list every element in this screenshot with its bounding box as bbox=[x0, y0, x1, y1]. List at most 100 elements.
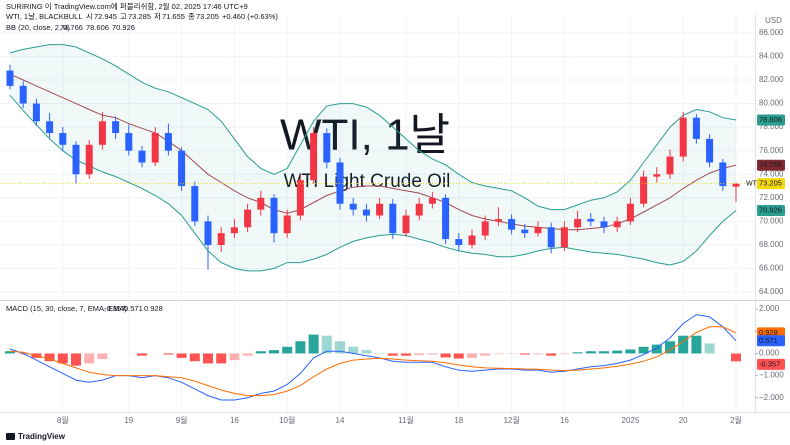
candle-body bbox=[98, 121, 106, 145]
histogram-bar bbox=[44, 353, 55, 362]
bb-lower bbox=[9, 94, 737, 272]
y-tick-label: 68.000 bbox=[759, 240, 784, 249]
candle-body bbox=[32, 103, 40, 122]
brand: TradingView bbox=[18, 432, 66, 441]
candle-body bbox=[494, 219, 502, 222]
histogram-bar bbox=[176, 353, 187, 358]
y-tick-label: 76.000 bbox=[759, 146, 784, 155]
histogram-bar bbox=[467, 353, 477, 358]
histogram-bar bbox=[71, 353, 81, 366]
candle-body bbox=[336, 162, 344, 204]
y-tick-label: 86.000 bbox=[759, 28, 784, 37]
x-tick-label: 9월 bbox=[176, 415, 188, 425]
histogram-bar bbox=[255, 351, 266, 354]
histogram-bar bbox=[401, 353, 411, 356]
candle-body bbox=[217, 233, 225, 245]
y-tick-label: 72.000 bbox=[759, 193, 784, 202]
ohlc-value: 73.285 bbox=[128, 12, 151, 21]
histogram-bar bbox=[651, 344, 662, 354]
histogram-bar bbox=[731, 353, 741, 362]
candle-body bbox=[508, 219, 516, 230]
y-tick-label: 0.000 bbox=[759, 349, 780, 358]
candle-body bbox=[666, 156, 674, 175]
x-tick-label: 18 bbox=[454, 416, 463, 425]
price-tag bbox=[757, 114, 785, 126]
histogram-bar bbox=[691, 335, 702, 354]
histogram-bar bbox=[84, 353, 95, 364]
candle-body bbox=[151, 133, 159, 163]
histogram-bar bbox=[585, 351, 596, 354]
bb-upper bbox=[9, 44, 737, 211]
symbol: WTI, 1날, BLACKBULL bbox=[6, 11, 83, 21]
histogram-bar bbox=[612, 350, 623, 354]
candle-body bbox=[653, 174, 661, 177]
histogram-bar bbox=[242, 353, 253, 356]
histogram-bar bbox=[572, 352, 583, 354]
candle-body bbox=[59, 133, 67, 145]
histogram-bar bbox=[546, 353, 557, 356]
candle-body bbox=[626, 203, 634, 222]
x-tick-label: 19 bbox=[124, 416, 133, 425]
bb-value: 78.606 bbox=[86, 23, 109, 32]
histogram-bar bbox=[5, 351, 15, 354]
price-tag-label: 74.766 bbox=[759, 160, 782, 169]
signal-line bbox=[9, 326, 737, 397]
candle-body bbox=[6, 70, 14, 86]
candle-body bbox=[85, 144, 93, 175]
candle-body bbox=[613, 221, 621, 228]
histogram-bar bbox=[57, 353, 68, 364]
macd-name: MACD (15, 30, close, 7, EMA, EMA) bbox=[6, 304, 127, 313]
candle-body bbox=[191, 186, 199, 222]
x-tick-label: 2025 bbox=[622, 416, 640, 425]
ohlc-key: 종 bbox=[188, 12, 195, 21]
histogram-bar bbox=[480, 353, 491, 356]
histogram-bar bbox=[414, 353, 425, 356]
histogram-bar bbox=[559, 353, 570, 355]
y-tick-label: 84.000 bbox=[759, 52, 784, 61]
price-pane bbox=[0, 44, 755, 272]
candle-body bbox=[706, 138, 714, 163]
y-tick-label: 82.000 bbox=[759, 75, 784, 84]
candle-body bbox=[574, 219, 582, 228]
ohlc-key: 시 bbox=[86, 12, 93, 21]
candle-body bbox=[230, 227, 238, 234]
candle-body bbox=[600, 221, 608, 228]
histogram-bar bbox=[137, 353, 147, 356]
y-tick-label: 70.000 bbox=[759, 217, 784, 226]
candle-body bbox=[349, 203, 357, 210]
histogram-bar bbox=[295, 341, 306, 354]
price-tag bbox=[757, 358, 785, 370]
footer: TradingView bbox=[6, 432, 66, 441]
candle-body bbox=[138, 150, 146, 163]
candle-body bbox=[560, 227, 568, 248]
histogram-bar bbox=[282, 346, 293, 354]
bb-value: 70.926 bbox=[112, 23, 135, 32]
histogram-bar bbox=[665, 341, 675, 354]
candle-body bbox=[362, 209, 370, 216]
watermark-title: WTI, 1날 bbox=[280, 111, 450, 160]
candle-body bbox=[244, 209, 252, 228]
price-tag-label: 0.571 bbox=[759, 336, 778, 345]
candle-body bbox=[204, 221, 212, 245]
candle-body bbox=[19, 85, 27, 104]
bb-name: BB (20, close, 2, 0) bbox=[6, 23, 70, 32]
candle-body bbox=[125, 133, 133, 151]
ohlc-value: 72.945 bbox=[94, 12, 117, 21]
histogram-bar bbox=[625, 349, 636, 354]
histogram-bar bbox=[453, 353, 464, 359]
price-tag-label: 78.606 bbox=[759, 115, 782, 124]
x-tick-label: 20 bbox=[679, 416, 688, 425]
x-tick-label: 16 bbox=[560, 416, 569, 425]
x-tick-label: 12월 bbox=[503, 415, 519, 425]
price-tag-label: 0.928 bbox=[759, 328, 778, 337]
watermark-subtitle: WTI Light Crude Oil bbox=[284, 171, 451, 192]
histogram-bar bbox=[229, 353, 240, 361]
price-tag-label: -0.357 bbox=[759, 359, 780, 368]
candle-body bbox=[46, 121, 54, 134]
candle-body bbox=[442, 197, 450, 240]
macd-value: 0.571 bbox=[124, 304, 143, 313]
candle-body bbox=[164, 133, 172, 151]
histogram-bar bbox=[361, 350, 372, 354]
price-tag bbox=[757, 204, 785, 216]
price-tag-label: 73.205 bbox=[759, 179, 782, 188]
